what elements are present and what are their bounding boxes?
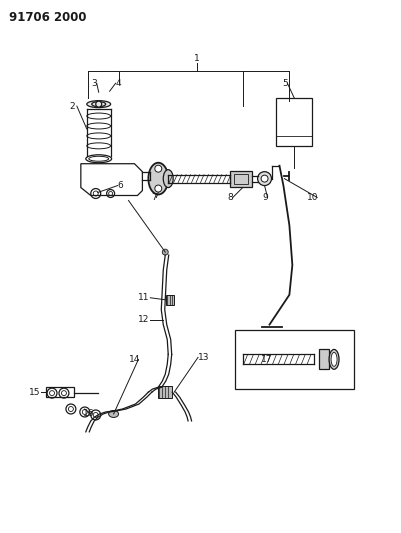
- Bar: [319, 350, 329, 369]
- Text: 17: 17: [261, 355, 272, 364]
- Text: 11: 11: [138, 293, 150, 302]
- Bar: [234, 174, 248, 183]
- Text: 1: 1: [194, 54, 200, 63]
- Ellipse shape: [87, 101, 111, 108]
- Circle shape: [155, 185, 162, 192]
- Text: 12: 12: [138, 315, 150, 324]
- Ellipse shape: [92, 102, 105, 107]
- Bar: [230, 171, 252, 187]
- Text: 5: 5: [282, 79, 288, 88]
- Circle shape: [257, 172, 271, 185]
- Text: 3: 3: [92, 79, 97, 88]
- Ellipse shape: [329, 350, 339, 369]
- Text: 9: 9: [263, 193, 268, 202]
- Circle shape: [155, 165, 162, 172]
- Bar: [276, 98, 312, 146]
- Text: 15: 15: [29, 387, 41, 397]
- Ellipse shape: [163, 169, 173, 188]
- Text: 16: 16: [83, 409, 94, 418]
- Text: 13: 13: [198, 353, 209, 362]
- Text: 14: 14: [128, 355, 140, 364]
- Text: 10: 10: [307, 193, 319, 202]
- Bar: [166, 295, 174, 305]
- Bar: [235, 329, 354, 389]
- Text: 7: 7: [151, 193, 157, 202]
- Circle shape: [96, 101, 102, 107]
- Text: 91706 2000: 91706 2000: [9, 11, 87, 24]
- Ellipse shape: [109, 410, 119, 417]
- Text: 4: 4: [115, 79, 121, 88]
- Text: 8: 8: [228, 193, 233, 202]
- Ellipse shape: [148, 163, 168, 195]
- Ellipse shape: [331, 352, 337, 366]
- Text: 6: 6: [117, 181, 124, 190]
- Circle shape: [261, 175, 268, 182]
- Bar: [158, 386, 172, 398]
- Circle shape: [162, 249, 168, 255]
- Text: 2: 2: [69, 102, 75, 111]
- Bar: [46, 387, 74, 397]
